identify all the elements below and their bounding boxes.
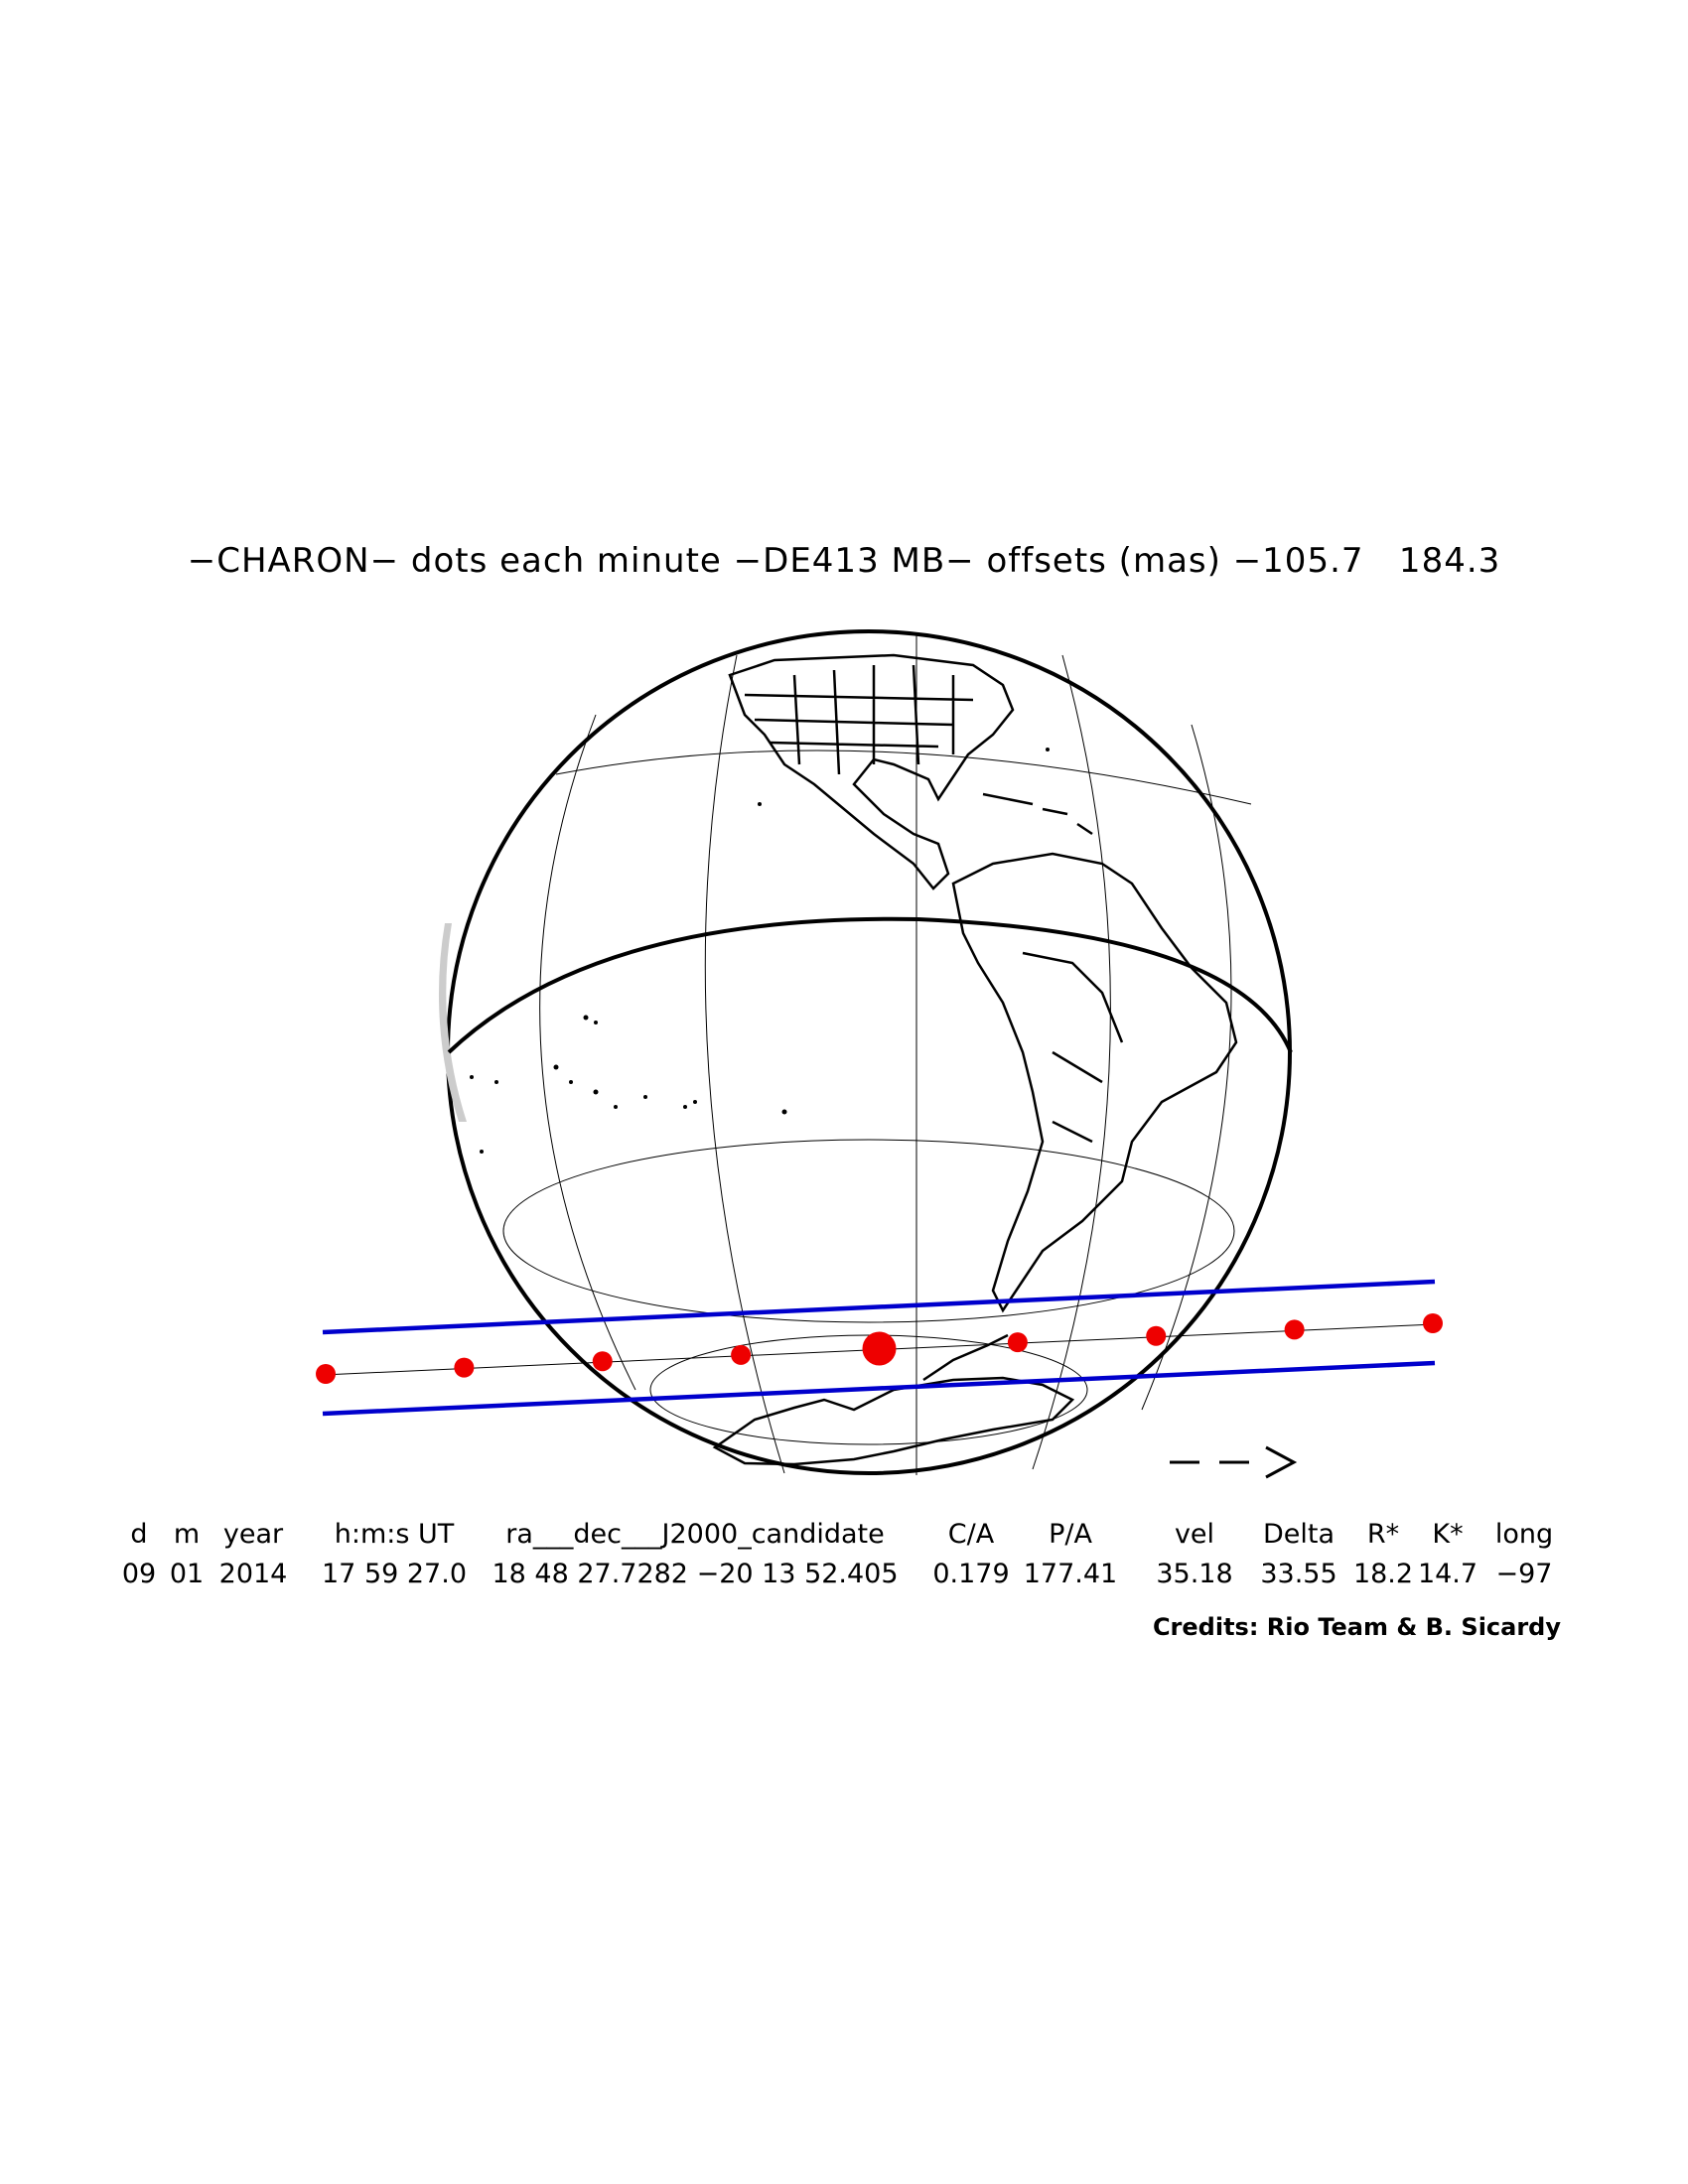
header-11: long <box>1494 1519 1554 1550</box>
direction-arrow-icon <box>1170 1445 1298 1479</box>
header-6: P/A <box>1049 1519 1092 1550</box>
terminator <box>447 916 1293 1054</box>
header-1: m <box>173 1519 201 1550</box>
minute-dot <box>454 1357 475 1378</box>
value-1: 01 <box>169 1559 205 1589</box>
header-9: R* <box>1366 1519 1400 1550</box>
minute-dot <box>1284 1319 1305 1340</box>
minute-dot <box>592 1351 613 1372</box>
header-10: K* <box>1432 1519 1464 1550</box>
pacific-islands <box>470 748 1050 1154</box>
credits: Credits: Rio Team & B. Sicardy <box>1152 1613 1561 1641</box>
value-11: −97 <box>1495 1559 1553 1589</box>
shadow-limit-north <box>322 1279 1436 1335</box>
value-4: 18 48 27.7282 −20 13 52.405 <box>492 1559 899 1589</box>
header-0: d <box>130 1519 148 1550</box>
header-3: h:m:s UT <box>334 1519 455 1550</box>
value-9: 18.2 <box>1352 1559 1414 1589</box>
minute-dot <box>862 1331 897 1366</box>
value-8: 33.55 <box>1260 1559 1337 1589</box>
minute-dot <box>731 1344 752 1365</box>
shadow-limit-south <box>322 1360 1436 1417</box>
minute-dot <box>1007 1332 1028 1353</box>
value-5: 0.179 <box>932 1559 1010 1589</box>
value-7: 35.18 <box>1156 1559 1233 1589</box>
value-0: 09 <box>121 1559 157 1589</box>
header-4: ra___dec___J2000_candidate <box>505 1519 885 1550</box>
value-3: 17 59 27.0 <box>322 1559 467 1589</box>
minute-dot <box>316 1364 336 1384</box>
value-10: 14.7 <box>1417 1559 1478 1589</box>
minute-dot <box>1146 1325 1167 1346</box>
value-6: 177.41 <box>1023 1559 1118 1589</box>
value-2: 2014 <box>218 1559 288 1589</box>
header-7: vel <box>1174 1519 1215 1550</box>
header-2: year <box>222 1519 284 1550</box>
continents <box>712 653 1238 1466</box>
header-5: C/A <box>947 1519 995 1550</box>
header-8: Delta <box>1262 1519 1336 1550</box>
table-values: 09 01 2014 17 59 27.0 18 48 27.7282 −20 13 5… <box>0 1559 1688 1598</box>
table-headers: d m year h:m:s UT ra___dec___J2000_candidate… <box>0 1519 1688 1559</box>
minute-dot <box>1423 1313 1443 1333</box>
page-title: −CHARON− dots each minute −DE413 MB− off… <box>187 541 1501 581</box>
parallels <box>502 750 1252 1445</box>
